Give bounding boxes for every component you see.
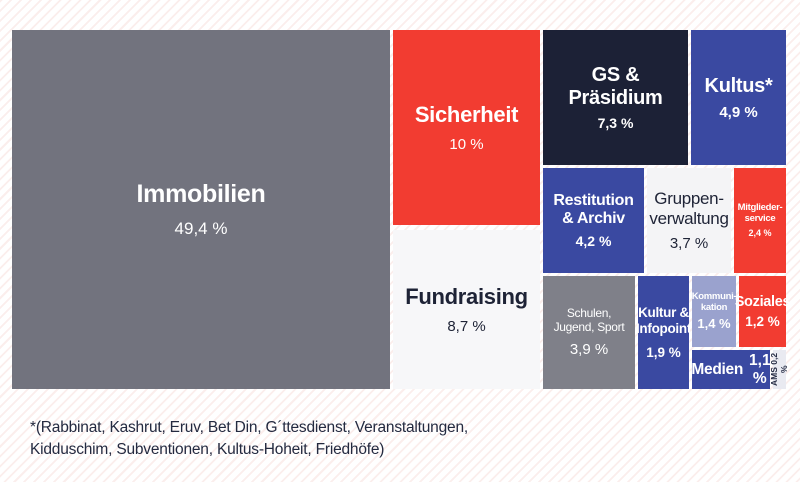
tile-gruppenverwaltung: Gruppen- verwaltung 3,7 % [647, 168, 731, 273]
tile-label: Kultus* [704, 74, 773, 97]
tile-value: 2,4 % [748, 228, 772, 239]
tile-value: 49,4 % [174, 218, 228, 238]
tile-value: 1,4 % [697, 316, 731, 332]
tile-soziales: Soziales 1,2 % [735, 276, 791, 347]
footnote: *(Rabbinat, Kashrut, Eruv, Bet Din, G´tt… [30, 419, 468, 458]
tile-label: GS & Präsidium [568, 64, 663, 109]
tile-fundraising: Fundraising 8,7 % [393, 230, 540, 389]
tile-value: 1,9 % [646, 345, 681, 361]
tile-gs-praesidium: GS & Präsidium 7,3 % [543, 30, 688, 165]
tile-label: Sicherheit [414, 102, 519, 128]
tile-schulen-jugend-sport: Schulen, Jugend, Sport 3,9 % [543, 276, 635, 389]
tile-label: Soziales [734, 294, 791, 311]
tile-label: Immobilien [136, 180, 266, 209]
tile-label: Restitution & Archiv [553, 191, 634, 227]
tile-label: Kultur & Infopoint [635, 304, 692, 336]
tile-medien: Medien 1,1 % [691, 350, 771, 389]
tile-immobilien: Immobilien 49,4 % [12, 30, 390, 389]
tile-value: 3,7 % [669, 234, 709, 252]
tile-label: AMS 0,2 % [768, 352, 789, 387]
tile-restitution-archiv: Restitution & Archiv 4,2 % [543, 168, 644, 273]
tile-label: Mitglieder- service [737, 201, 783, 224]
tile-label: Schulen, Jugend, Sport [553, 305, 625, 334]
tile-label: Gruppen- verwaltung [649, 189, 729, 228]
tile-value: 10 % [449, 135, 484, 153]
tile-kultus: Kultus* 4,9 % [691, 30, 786, 165]
tile-ams: AMS 0,2 % [769, 350, 789, 389]
tile-value: 1,2 % [745, 313, 780, 329]
tile-value: 4,9 % [719, 103, 758, 121]
tile-value: 1,1 % [749, 351, 771, 387]
tile-value: 7,3 % [597, 115, 634, 131]
tile-kultur-infopoint: Kultur & Infopoint 1,9 % [635, 276, 692, 389]
tile-value: 4,2 % [575, 233, 612, 250]
tile-value: 3,9 % [569, 341, 609, 359]
tile-label: Fundraising [405, 284, 528, 310]
tile-label: Kommuni- kation [691, 290, 737, 313]
tile-sicherheit: Sicherheit 10 % [393, 30, 540, 225]
tile-value: 8,7 % [447, 317, 486, 335]
tile-label: Medien [691, 360, 744, 378]
tile-kommunikation: Kommuni- kation 1,4 % [691, 276, 737, 347]
tile-mitgliederservice: Mitglieder- service 2,4 % [734, 168, 786, 273]
